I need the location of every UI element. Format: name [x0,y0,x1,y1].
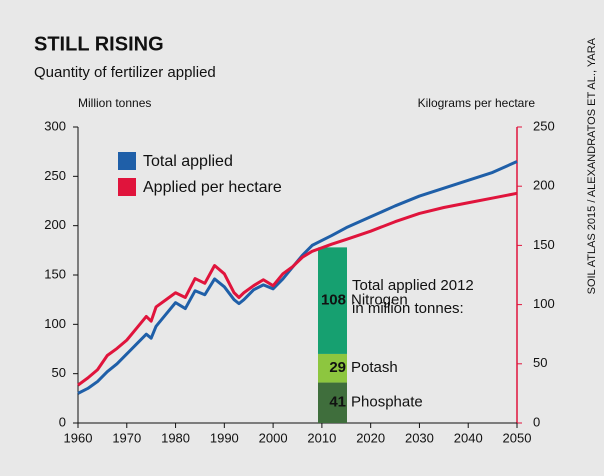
y-tick-label: 150 [44,266,66,281]
y2-tick-label: 50 [533,355,547,370]
x-tick-label: 2010 [307,430,336,445]
legend-label: Total applied [143,153,233,170]
x-tick-label: 2040 [454,430,483,445]
legend-swatch [118,152,136,170]
x-tick-label: 1960 [64,430,93,445]
x-tick-label: 2050 [503,430,532,445]
series-line [77,160,518,395]
legend-label: Applied per hectare [143,179,282,196]
y-tick-label: 250 [44,168,66,183]
segment-value: 108 [321,292,346,309]
x-tick-label: 2030 [405,430,434,445]
y-tick-label: 300 [44,118,66,133]
y2-tick-label: 200 [533,178,555,193]
y2-tick-label: 0 [533,414,540,429]
annotation: Total applied 2012 [352,277,474,294]
y-tick-label: 50 [52,365,66,380]
y2-tick-label: 250 [533,118,555,133]
annotation: in million tonnes: [352,300,464,317]
y-tick-label: 200 [44,217,66,232]
x-tick-label: 1970 [112,430,141,445]
x-tick-label: 2020 [356,430,385,445]
stack-segment [318,382,347,423]
y-tick-label: 100 [44,316,66,331]
stack-segment [318,353,347,383]
y-axis-label: Million tonnes [78,96,151,110]
segment-name: Potash [351,359,398,376]
y-tick-label: 0 [59,414,66,429]
legend-swatch [118,178,136,196]
segment-name: Nitrogen [351,292,408,309]
x-tick-label: 1990 [210,430,239,445]
y2-tick-label: 150 [533,237,555,252]
segment-value: 41 [329,394,346,411]
stack-segment [318,247,347,354]
series-line [77,191,518,387]
y2-tick-label: 100 [533,296,555,311]
x-tick-label: 1980 [161,430,190,445]
chart-title: STILL RISING [34,33,164,55]
segment-value: 29 [329,359,346,376]
x-tick-label: 2000 [259,430,288,445]
chart-subtitle: Quantity of fertilizer applied [34,64,216,81]
y2-axis-label: Kilograms per hectare [418,96,536,110]
source: SOIL ATLAS 2015 / ALEXANDRATOS ET AL., Y… [586,37,598,294]
segment-name: Phosphate [351,394,423,411]
